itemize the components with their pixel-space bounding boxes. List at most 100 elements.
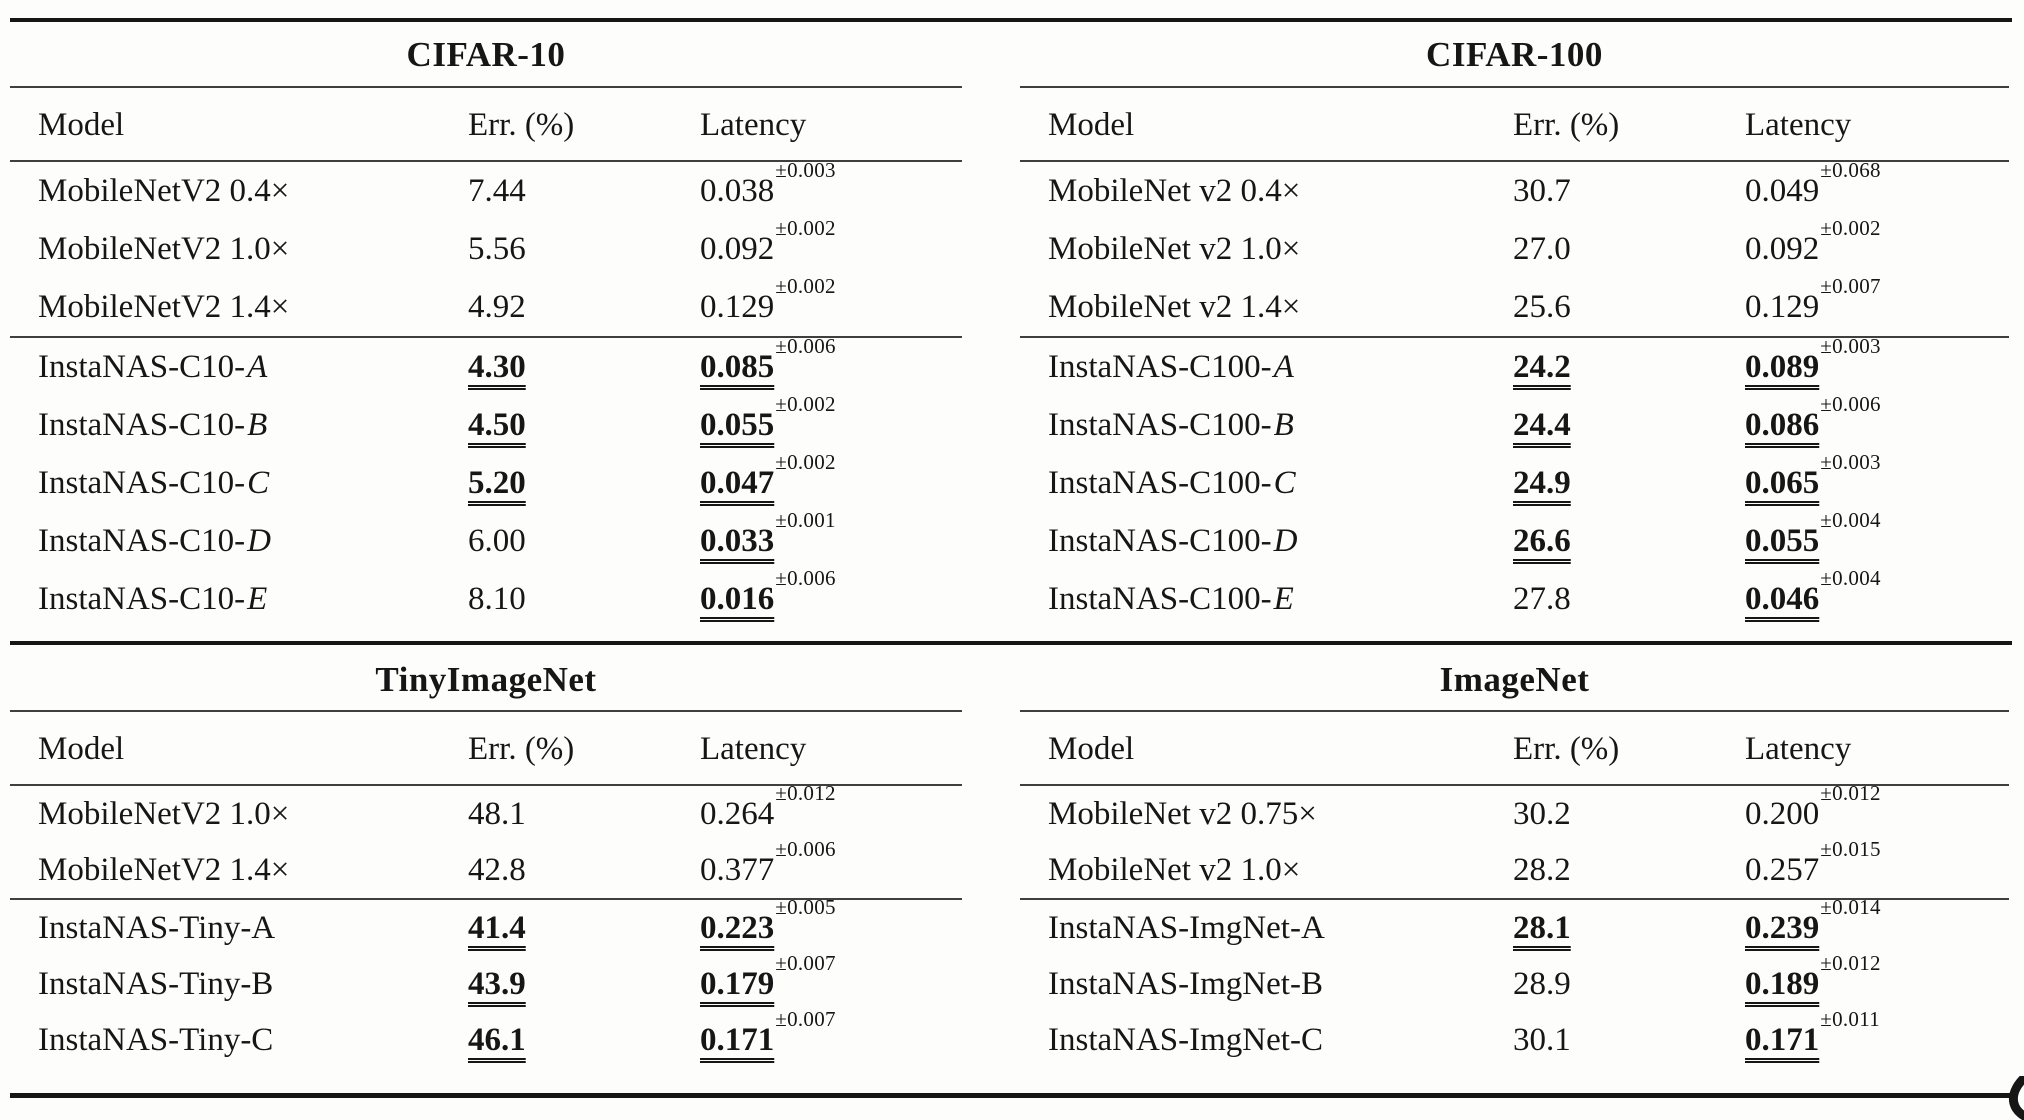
model-name-cell: InstaNAS-C100-E xyxy=(1048,581,1294,617)
latency-value: 0.171 xyxy=(700,1022,775,1058)
error-rate-cell: 7.44 xyxy=(468,162,700,220)
instanas-rows: InstaNAS-ImgNet-A 28.1 0.239±0.014 InstaNAS… xyxy=(1020,897,2009,1068)
latency-cell: 0.092±0.002 xyxy=(700,218,962,278)
table-header-row: Model Err. (%) Latency xyxy=(1020,88,2009,160)
model-name-cell: MobileNetV2 1.0× xyxy=(38,796,290,832)
latency-cell: 0.264±0.012 xyxy=(700,783,962,842)
error-rate-value: 27.0 xyxy=(1513,231,1571,267)
model-name-cell: InstaNAS-C10-E xyxy=(38,581,268,617)
model-name-cell: MobileNet v2 1.4× xyxy=(1048,289,1301,325)
model-name-cell: InstaNAS-ImgNet-C xyxy=(1048,1022,1323,1058)
table-row: InstaNAS-C10-C 5.20 0.047±0.002 xyxy=(10,452,962,512)
latency-cell: 0.055±0.002 xyxy=(700,394,962,454)
latency-value: 0.086 xyxy=(1745,407,1820,443)
top-rule xyxy=(10,18,2012,22)
divider xyxy=(10,784,962,786)
error-rate-cell: 24.4 xyxy=(1513,396,1745,454)
error-rate-cell: 30.2 xyxy=(1513,786,1745,842)
table-row: InstaNAS-C100-E 27.8 0.046±0.004 xyxy=(1020,568,2009,628)
error-rate-value: 28.9 xyxy=(1513,966,1571,1002)
error-rate-value: 24.9 xyxy=(1513,465,1571,501)
latency-stddev: ±0.006 xyxy=(1820,392,1881,417)
latency-value: 0.055 xyxy=(700,407,775,443)
table-row: InstaNAS-C100-D 26.6 0.055±0.004 xyxy=(1020,510,2009,570)
error-rate-cell: 46.1 xyxy=(468,1012,700,1068)
model-name-cell: MobileNetV2 1.4× xyxy=(38,852,290,888)
latency-value: 0.239 xyxy=(1745,910,1820,946)
latency-stddev: ±0.006 xyxy=(775,837,836,862)
latency-stddev: ±0.012 xyxy=(1820,781,1881,806)
table-row: MobileNet v2 0.75× 30.2 0.200±0.012 xyxy=(1020,783,2009,842)
error-rate-value: 5.20 xyxy=(468,465,526,501)
latency-stddev: ±0.003 xyxy=(775,158,836,183)
error-rate-value: 6.00 xyxy=(468,523,526,559)
model-name-cell: InstaNAS-C10-C xyxy=(38,465,270,501)
error-rate-cell: 8.10 xyxy=(468,570,700,628)
model-name-cell: InstaNAS-C100-D xyxy=(1048,523,1298,559)
table-row: MobileNetV2 1.4× 42.8 0.377±0.006 xyxy=(10,839,962,898)
model-variant-suffix: C xyxy=(1273,465,1296,501)
latency-value: 0.047 xyxy=(700,465,775,501)
error-rate-cell: 30.7 xyxy=(1513,162,1745,220)
latency-value: 0.129 xyxy=(1745,289,1820,325)
latency-stddev: ±0.002 xyxy=(1820,216,1881,241)
latency-value: 0.200 xyxy=(1745,796,1820,832)
error-rate-value: 27.8 xyxy=(1513,581,1571,617)
latency-cell: 0.200±0.012 xyxy=(1745,783,2009,842)
latency-stddev: ±0.007 xyxy=(775,951,836,976)
error-rate-value: 30.7 xyxy=(1513,173,1571,209)
model-variant-suffix: D xyxy=(247,523,271,559)
error-rate-cell: 28.2 xyxy=(1513,842,1745,898)
table-tinyimagenet: TinyImageNet Model Err. (%) Latency Mobi… xyxy=(10,650,962,1068)
latency-cell: 0.239±0.014 xyxy=(1745,897,2009,956)
latency-stddev: ±0.006 xyxy=(775,334,836,359)
table-row: MobileNetV2 1.4× 4.92 0.129±0.002 xyxy=(10,276,962,336)
error-rate-cell: 25.6 xyxy=(1513,278,1745,336)
table-row: InstaNAS-ImgNet-A 28.1 0.239±0.014 xyxy=(1020,897,2009,956)
error-rate-value: 28.1 xyxy=(1513,910,1571,946)
divider xyxy=(1020,898,2009,900)
baseline-rows: MobileNet v2 0.75× 30.2 0.200±0.012 MobileN… xyxy=(1020,783,2009,898)
model-variant-suffix: A xyxy=(247,349,268,385)
corner-glyph-fragment xyxy=(2009,1076,2024,1120)
error-rate-value: 48.1 xyxy=(468,796,526,832)
table-row: InstaNAS-ImgNet-C 30.1 0.171±0.011 xyxy=(1020,1009,2009,1068)
column-header-latency: Latency xyxy=(1745,107,1852,143)
column-header-latency: Latency xyxy=(1745,731,1852,767)
latency-value: 0.171 xyxy=(1745,1022,1820,1058)
latency-stddev: ±0.002 xyxy=(775,274,836,299)
divider xyxy=(1020,336,2009,338)
latency-value: 0.089 xyxy=(1745,349,1820,385)
latency-cell: 0.223±0.005 xyxy=(700,897,962,956)
divider xyxy=(1020,784,2009,786)
error-rate-value: 30.2 xyxy=(1513,796,1571,832)
table-header-row: Model Err. (%) Latency xyxy=(10,88,962,160)
error-rate-cell: 41.4 xyxy=(468,900,700,956)
model-name-cell: MobileNet v2 1.0× xyxy=(1048,231,1301,267)
instanas-rows: InstaNAS-C10-A 4.30 0.085±0.006 InstaNAS-C1… xyxy=(10,336,962,628)
error-rate-value: 4.92 xyxy=(468,289,526,325)
latency-cell: 0.033±0.001 xyxy=(700,510,962,570)
table-row: InstaNAS-Tiny-C 46.1 0.171±0.007 xyxy=(10,1009,962,1068)
latency-cell: 0.171±0.011 xyxy=(1745,1009,2009,1068)
model-name-cell: MobileNetV2 1.4× xyxy=(38,289,290,325)
table-row: MobileNet v2 1.0× 27.0 0.092±0.002 xyxy=(1020,218,2009,278)
model-variant-suffix: D xyxy=(1273,523,1298,559)
latency-stddev: ±0.002 xyxy=(775,450,836,475)
latency-stddev: ±0.005 xyxy=(775,895,836,920)
latency-value: 0.092 xyxy=(1745,231,1820,267)
error-rate-cell: 48.1 xyxy=(468,786,700,842)
latency-value: 0.055 xyxy=(1745,523,1820,559)
table-row: InstaNAS-Tiny-A 41.4 0.223±0.005 xyxy=(10,897,962,956)
latency-value: 0.065 xyxy=(1745,465,1820,501)
table-row: InstaNAS-C10-A 4.30 0.085±0.006 xyxy=(10,336,962,396)
table-row: InstaNAS-C100-C 24.9 0.065±0.003 xyxy=(1020,452,2009,512)
model-name-cell: MobileNetV2 1.0× xyxy=(38,231,290,267)
column-header-latency: Latency xyxy=(700,107,807,143)
latency-value: 0.257 xyxy=(1745,852,1820,888)
latency-value: 0.092 xyxy=(700,231,775,267)
baseline-rows: MobileNetV2 0.4× 7.44 0.038±0.003 MobileNet… xyxy=(10,160,962,336)
table-row: MobileNetV2 1.0× 48.1 0.264±0.012 xyxy=(10,783,962,842)
error-rate-value: 4.30 xyxy=(468,349,526,385)
model-variant-suffix: B xyxy=(247,407,268,443)
